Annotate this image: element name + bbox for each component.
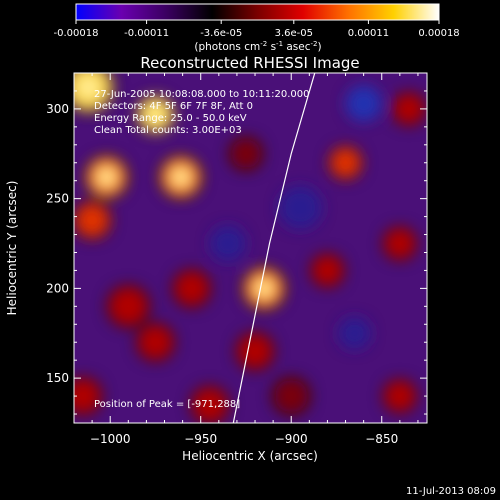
colorbar-tick-label: -3.6e-05: [200, 28, 242, 39]
colorbar-tick-label: 0.00018: [418, 28, 459, 39]
heatmap-source: [75, 203, 109, 237]
heatmap-source: [231, 139, 261, 169]
colorbar-unit-label: (photons cm-2 s-1 asec-2): [194, 40, 321, 53]
y-tick-label: 300: [46, 102, 69, 116]
colorbar: [75, 3, 440, 21]
heatmap-source: [331, 148, 361, 178]
heatmap-source: [394, 94, 424, 124]
axes: −1000 −950 −900 −850 150 200 250 300: [46, 72, 427, 446]
heatmap-source-core: [255, 280, 273, 297]
heatmap-source-core: [98, 168, 115, 186]
annotation-energy-range: Energy Range: 25.0 - 50.0 keV: [94, 113, 247, 124]
x-tick-label: −850: [365, 432, 398, 446]
heatmap-negative-region: [209, 225, 246, 262]
x-tick-label: −900: [275, 432, 308, 446]
heatmap-source: [385, 381, 415, 411]
heatmap-source-core: [172, 168, 189, 186]
heatmap-negative-region: [278, 185, 323, 230]
colorbar-tick-label: 0.00011: [348, 28, 389, 39]
heatmap-source: [110, 288, 147, 325]
colorbar-tick-label: -0.00018: [54, 28, 99, 39]
y-tick-label: 250: [46, 192, 69, 206]
annotation-detectors: Detectors: 4F 5F 6F 7F 8F, Att 0: [94, 101, 253, 112]
annotation-clean-counts: Clean Total counts: 3.00E+03: [94, 125, 242, 136]
heatmap-source-core: [148, 106, 163, 122]
colorbar-tick-label: -0.00011: [124, 28, 169, 39]
colorbar-tick-label: 3.6e-05: [275, 28, 313, 39]
heatmap-source-core: [78, 77, 99, 98]
x-tick-label: −950: [184, 432, 217, 446]
heatmap-source: [274, 379, 308, 413]
annotation-time-range: 27-Jun-2005 10:08:08.000 to 10:11:20.000: [94, 89, 310, 100]
heatmap-source: [238, 334, 272, 368]
annotation-peak-position: Position of Peak = [-971,288]: [94, 399, 240, 410]
heatmap-source: [139, 325, 172, 359]
heatmap-source: [193, 388, 227, 422]
plot-frame: [73, 72, 428, 424]
heatmap-negative-region: [345, 85, 382, 122]
heatmap-negative-region: [338, 316, 371, 350]
heatmap-source: [385, 229, 415, 258]
colorbar-ticks: -0.00018 -0.00011 -3.6e-05 3.6e-05 0.00011 0.…: [54, 20, 460, 39]
heatmap-source: [74, 379, 100, 413]
footer-timestamp: 11-Jul-2013 08:09: [406, 486, 496, 497]
x-tick-label: −1000: [90, 432, 131, 446]
solar-limb-line: [232, 73, 316, 423]
y-axis-label: Heliocentric Y (arcsec): [5, 181, 19, 316]
heatmap-source: [312, 255, 342, 285]
y-tick-label: 200: [46, 281, 69, 295]
heatmap-image: [74, 73, 427, 423]
chart-title: Reconstructed RHESSI Image: [140, 54, 359, 72]
x-axis-label: Heliocentric X (arcsec): [182, 449, 318, 463]
heatmap-source: [175, 272, 208, 305]
y-tick-label: 150: [46, 371, 69, 385]
